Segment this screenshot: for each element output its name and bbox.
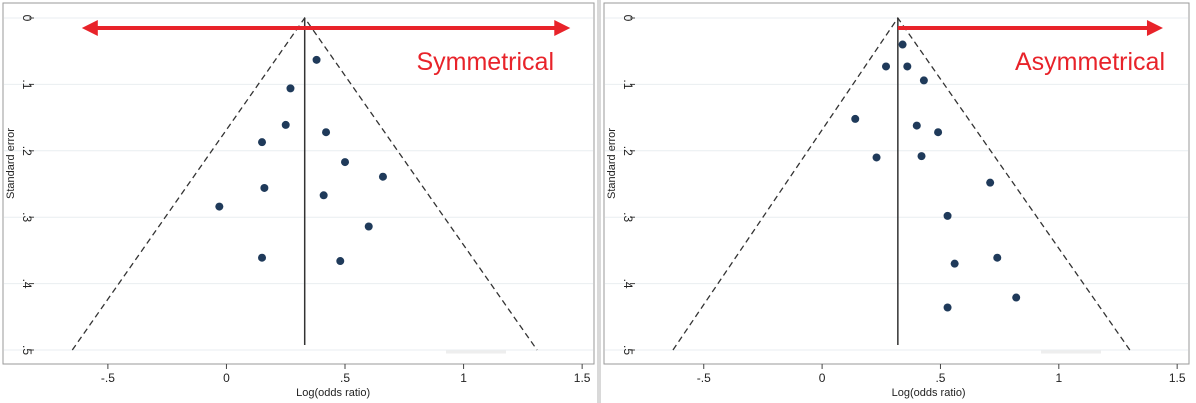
x-tick-label: -.5 bbox=[697, 371, 711, 385]
x-axis-title: Log(odds ratio) bbox=[296, 387, 370, 399]
y-tick-label: .2 bbox=[621, 146, 635, 156]
study-point bbox=[336, 257, 345, 266]
x-tick-label: 1 bbox=[1055, 371, 1062, 385]
study-point bbox=[851, 114, 860, 123]
y-tick-label: .5 bbox=[621, 345, 635, 355]
x-tick-label: 0 bbox=[819, 371, 826, 385]
x-tick-label: 1.5 bbox=[1169, 371, 1186, 385]
study-point bbox=[319, 191, 328, 200]
study-point bbox=[950, 259, 959, 268]
study-point bbox=[943, 303, 952, 312]
study-point bbox=[260, 183, 269, 192]
study-point bbox=[882, 62, 891, 71]
y-tick-label: 0 bbox=[20, 15, 34, 22]
annotation-label: Asymmetrical bbox=[1015, 48, 1165, 76]
plot-frame bbox=[603, 2, 1190, 365]
study-point bbox=[312, 55, 321, 64]
annotation-label: Symmetrical bbox=[416, 48, 554, 76]
study-point bbox=[993, 253, 1002, 262]
study-point bbox=[919, 76, 928, 85]
study-point bbox=[903, 62, 912, 71]
study-point bbox=[1012, 293, 1021, 302]
plot-frame bbox=[2, 2, 595, 365]
x-tick-label: -.5 bbox=[101, 371, 115, 385]
y-tick-label: 0 bbox=[621, 15, 635, 22]
annotation-arrow-head-right bbox=[554, 19, 571, 36]
y-tick-label: .1 bbox=[621, 79, 635, 89]
y-tick-label: .3 bbox=[621, 212, 635, 222]
study-point bbox=[364, 222, 373, 231]
study-point bbox=[872, 153, 881, 162]
study-point bbox=[258, 253, 267, 262]
study-point bbox=[286, 84, 295, 93]
study-point bbox=[934, 128, 943, 137]
study-point bbox=[917, 152, 926, 161]
x-tick-label: .5 bbox=[340, 371, 350, 385]
study-point bbox=[986, 178, 995, 187]
x-tick-label: 1 bbox=[460, 371, 467, 385]
x-tick-label: 1.5 bbox=[574, 371, 591, 385]
study-point bbox=[898, 40, 907, 49]
study-point bbox=[258, 138, 267, 147]
y-tick-label: .4 bbox=[621, 279, 635, 289]
y-tick-label: .3 bbox=[20, 212, 34, 222]
panel-divider bbox=[597, 0, 601, 403]
y-tick-label: .5 bbox=[20, 345, 34, 355]
y-axis-title: Standard error bbox=[5, 128, 17, 199]
study-point bbox=[215, 202, 224, 211]
y-axis-title: Standard error bbox=[606, 128, 618, 199]
x-tick-label: .5 bbox=[935, 371, 945, 385]
study-point bbox=[912, 121, 921, 130]
y-tick-label: .2 bbox=[20, 146, 34, 156]
x-axis-title: Log(odds ratio) bbox=[892, 387, 966, 399]
study-point bbox=[943, 211, 952, 220]
x-tick-label: 0 bbox=[223, 371, 230, 385]
annotation-arrow-head-right bbox=[1146, 19, 1163, 36]
annotation-arrow-head-left bbox=[81, 19, 98, 36]
study-point bbox=[378, 172, 387, 181]
study-point bbox=[341, 158, 350, 167]
study-point bbox=[281, 120, 290, 129]
y-tick-label: .4 bbox=[20, 279, 34, 289]
funnel-plot-asymmetrical: 0 .1 .2 .3 .4 .5 -.5 0 .5 1 1.5 Log(odds ratio) Stan… bbox=[603, 2, 1190, 399]
study-point bbox=[322, 128, 331, 137]
y-tick-label: .1 bbox=[20, 79, 34, 89]
funnel-plot-symmetrical: 0 .1 .2 .3 .4 .5 -.5 0 .5 1 1.5 Log(odds ratio) Stan… bbox=[2, 2, 595, 399]
